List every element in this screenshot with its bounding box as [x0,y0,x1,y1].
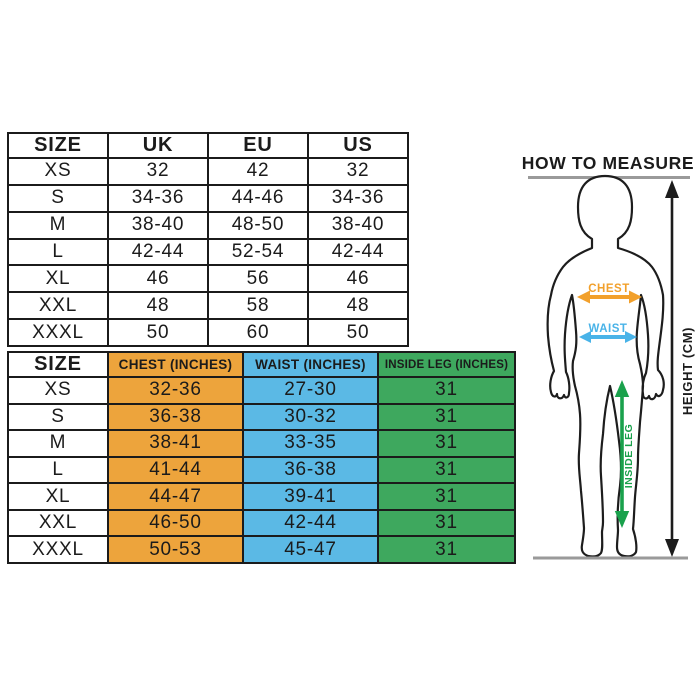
table-cell: 48 [107,291,209,321]
table-cell: XXL [7,291,109,321]
table-cell: 33-35 [242,429,379,458]
table-cell: 46-50 [107,508,244,538]
size-conversion-table: SIZE UK EU US XS 32 42 32 S 34-36 44-46 34-36 M 38-4… [7,132,409,347]
table-row: XS 32 42 32 [7,157,409,186]
table-cell: L [7,237,109,267]
table-cell: 42-44 [242,508,379,538]
table-cell: 41-44 [107,455,244,485]
table-row: XXXL 50 60 50 [7,318,409,347]
height-label: HEIGHT (CM) [680,327,695,415]
height-arrow: HEIGHT (CM) [665,180,695,557]
table-header-row: SIZE CHEST (INCHES) WAIST (INCHES) INSIDE L… [7,351,516,378]
inside-leg-label: INSIDE LEG [623,424,635,489]
table-row: L 41-44 36-38 31 [7,455,516,485]
table-cell: 31 [377,508,516,538]
column-header: SIZE [7,351,109,378]
column-header: US [307,132,409,159]
table-cell: 56 [207,264,309,294]
table-cell: 27-30 [242,376,379,405]
measurements-table: SIZE CHEST (INCHES) WAIST (INCHES) INSIDE L… [7,351,516,564]
table-cell: 42-44 [107,237,209,267]
table-cell: 46 [307,264,409,294]
table-cell: 36-38 [107,402,244,432]
table-cell: 46 [107,264,209,294]
column-header: INSIDE LEG (INCHES) [377,351,516,378]
inside-leg-arrow: INSIDE LEG [614,380,635,528]
column-header: CHEST (INCHES) [107,351,244,378]
table-cell: XXXL [7,318,109,347]
inside-leg-arrowhead-bottom [614,511,630,528]
table-cell: 50-53 [107,535,244,564]
table-cell: 31 [377,535,516,564]
table-cell: XL [7,264,109,294]
table-cell: 44-47 [107,482,244,511]
height-arrowhead-bottom [665,539,679,557]
table-row: XL 46 56 46 [7,264,409,294]
table-cell: 38-40 [307,210,409,240]
column-header: UK [107,132,209,159]
table-row: XXL 46-50 42-44 31 [7,508,516,538]
table-cell: 31 [377,376,516,405]
table-row: M 38-40 48-50 38-40 [7,210,409,240]
table-cell: 48-50 [207,210,309,240]
table-cell: 38-40 [107,210,209,240]
table-cell: 42 [207,157,309,186]
table-cell: 32-36 [107,376,244,405]
table-row: S 34-36 44-46 34-36 [7,183,409,213]
waist-arrowhead-right [625,331,637,343]
column-header: WAIST (INCHES) [242,351,379,378]
table-cell: 31 [377,429,516,458]
table-cell: 42-44 [307,237,409,267]
table-row: M 38-41 33-35 31 [7,429,516,458]
table-cell: 50 [107,318,209,347]
table-cell: XXL [7,508,109,538]
table-cell: XS [7,157,109,186]
inside-leg-arrowhead-top [614,380,630,397]
table-cell: 31 [377,402,516,432]
chest-arrowhead-left [577,290,590,304]
table-cell: 44-46 [207,183,309,213]
table-cell: 52-54 [207,237,309,267]
table-header-row: SIZE UK EU US [7,132,409,159]
table-cell: 60 [207,318,309,347]
table-row: XXL 48 58 48 [7,291,409,321]
table-cell: S [7,183,109,213]
height-arrowhead-top [665,180,679,198]
waist-arrowhead-left [579,331,591,343]
table-cell: 36-38 [242,455,379,485]
table-cell: 34-36 [107,183,209,213]
table-row: XXXL 50-53 45-47 31 [7,535,516,564]
table-cell: 48 [307,291,409,321]
table-cell: 32 [107,157,209,186]
table-cell: 32 [307,157,409,186]
table-row: L 42-44 52-54 42-44 [7,237,409,267]
table-row: S 36-38 30-32 31 [7,402,516,432]
chest-arrow: CHEST [577,283,642,304]
table-cell: 34-36 [307,183,409,213]
table-cell: 39-41 [242,482,379,511]
table-cell: 58 [207,291,309,321]
waist-arrow: WAIST [579,323,637,343]
figure-title: HOW TO MEASURE [522,153,694,173]
column-header: EU [207,132,309,159]
table-cell: S [7,402,109,432]
table-cell: XXXL [7,535,109,564]
body-silhouette [546,174,665,558]
chest-arrowhead-right [629,290,642,304]
table-cell: 50 [307,318,409,347]
table-cell: M [7,210,109,240]
table-cell: 30-32 [242,402,379,432]
table-cell: 45-47 [242,535,379,564]
waist-label: WAIST [589,323,628,335]
chest-label: CHEST [588,283,629,295]
column-header: SIZE [7,132,109,159]
